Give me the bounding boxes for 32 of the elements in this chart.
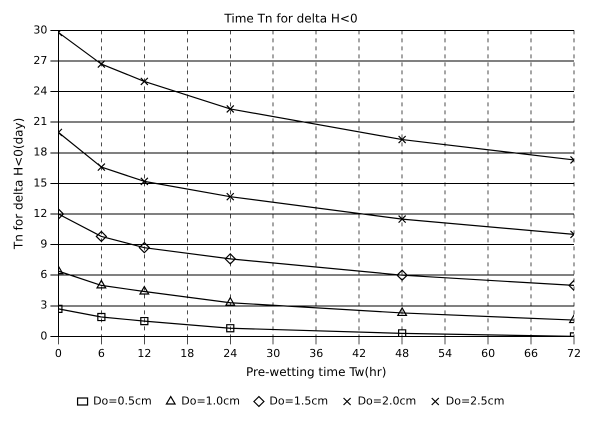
legend-label: Do=0.5cm	[93, 394, 152, 408]
x-tick-label: 66	[524, 346, 538, 360]
x-tick-label: 48	[395, 346, 410, 360]
y-axis-title: Tn for delta H<0(day)	[11, 118, 26, 250]
x-tick-label: 42	[352, 346, 366, 360]
legend-label: Do=2.5cm	[446, 394, 504, 408]
x-tick-label: 0	[54, 346, 62, 360]
y-tick-label: 30	[33, 23, 48, 36]
y-tick-label: 6	[40, 268, 48, 282]
legend-label: Do=1.0cm	[181, 394, 240, 408]
x-tick-label: 18	[180, 346, 194, 360]
y-tick-label: 18	[33, 146, 48, 159]
y-tick-label: 0	[40, 329, 48, 342]
x-tick-label: 12	[137, 346, 152, 360]
x-tick-label: 6	[98, 346, 105, 360]
y-tick-label: 12	[33, 206, 48, 220]
legend-label: Do=2.0cm	[358, 394, 416, 408]
y-tick-label: 27	[33, 54, 48, 67]
chart-title: Time Tn for delta H<0	[223, 11, 358, 26]
x-tick-label: 60	[481, 346, 496, 360]
y-tick-label: 21	[33, 115, 48, 128]
x-axis-title: Pre-wetting time Tw(hr)	[246, 364, 386, 379]
x-tick-label: 30	[266, 346, 280, 360]
legend-label: Do=1.5cm	[269, 394, 328, 408]
x-tick-label: 54	[438, 346, 452, 360]
x-tick-label: 24	[223, 346, 238, 360]
x-tick-label: 72	[567, 346, 581, 360]
y-tick-label: 9	[40, 237, 48, 250]
y-tick-label: 24	[33, 84, 48, 98]
x-tick-label: 36	[309, 346, 324, 360]
y-tick-label: 3	[40, 298, 48, 312]
y-tick-label: 15	[33, 176, 48, 190]
